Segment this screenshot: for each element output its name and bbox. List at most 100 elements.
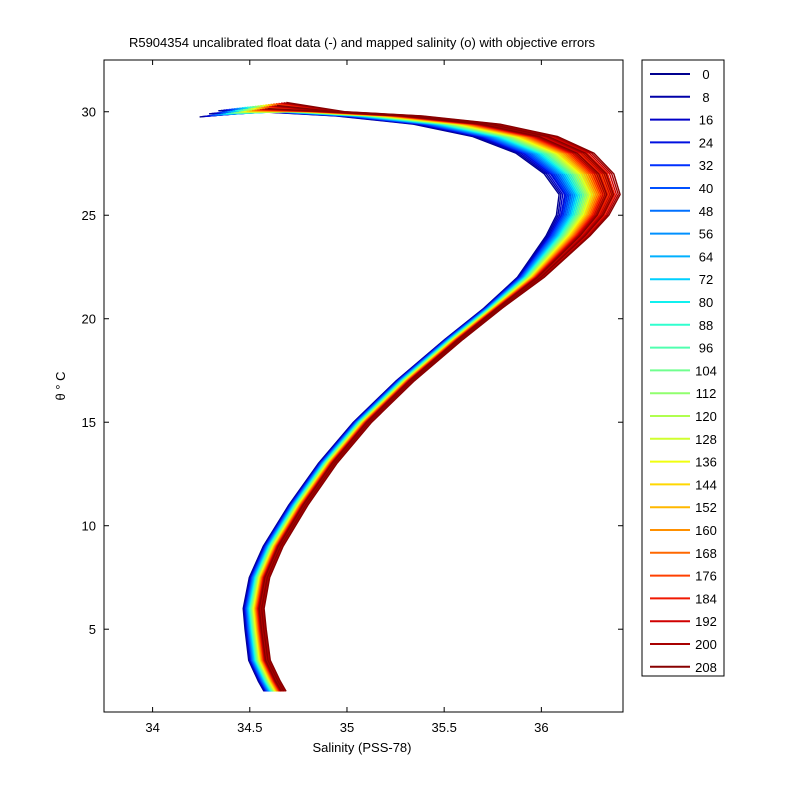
profile-lines bbox=[199, 101, 621, 692]
legend-label-200: 200 bbox=[695, 637, 717, 652]
legend-label-144: 144 bbox=[695, 477, 717, 492]
legend-label-24: 24 bbox=[699, 135, 713, 150]
x-tick-label: 36 bbox=[534, 720, 548, 735]
profile-line-160 bbox=[251, 109, 597, 692]
y-axis-label: θ ° C bbox=[53, 371, 68, 400]
profile-line-96 bbox=[249, 106, 596, 692]
profile-line-104 bbox=[242, 109, 591, 692]
legend-label-8: 8 bbox=[702, 90, 709, 105]
x-tick-label: 35 bbox=[340, 720, 354, 735]
profile-line-88 bbox=[228, 111, 580, 692]
legend-label-48: 48 bbox=[699, 204, 713, 219]
profile-line-56 bbox=[217, 111, 573, 692]
y-tick-label: 10 bbox=[82, 519, 96, 534]
profile-line-88 bbox=[237, 109, 587, 692]
profile-line-40 bbox=[221, 111, 576, 692]
profile-line-80 bbox=[235, 109, 585, 692]
legend: 0 8 16 24 32 40 48 56 64 72 80 88 96 104 112 120 128 136 1… bbox=[641, 59, 725, 677]
legend-label-176: 176 bbox=[695, 569, 717, 584]
profile-line-72 bbox=[241, 107, 590, 692]
plot-area-frame bbox=[103, 59, 624, 713]
y-axis: 5 10 15 20 25 30 bbox=[82, 105, 623, 637]
profile-line-104 bbox=[252, 105, 597, 692]
x-tick-label: 34.5 bbox=[237, 720, 262, 735]
x-axis-label: Salinity (PSS-78) bbox=[313, 740, 412, 755]
x-axis: 34 34.5 35 35.5 36 bbox=[145, 60, 549, 735]
profile-line-208 bbox=[263, 101, 621, 692]
legend-label-104: 104 bbox=[695, 363, 717, 378]
legend-label-136: 136 bbox=[695, 455, 717, 470]
legend-label-16: 16 bbox=[699, 113, 713, 128]
legend-label-192: 192 bbox=[695, 614, 717, 629]
legend-label-184: 184 bbox=[695, 591, 717, 606]
profile-line-80 bbox=[244, 106, 592, 692]
profile-line-136 bbox=[257, 104, 605, 692]
profile-line-184 bbox=[256, 108, 602, 692]
legend-label-96: 96 bbox=[699, 341, 713, 356]
legend-label-152: 152 bbox=[695, 500, 717, 515]
profile-line-128 bbox=[241, 111, 590, 692]
profile-line-24 bbox=[226, 109, 579, 692]
legend-label-64: 64 bbox=[699, 249, 713, 264]
profile-line-176 bbox=[256, 109, 601, 692]
y-tick-label: 15 bbox=[82, 415, 96, 430]
profile-line-192 bbox=[259, 105, 611, 692]
legend-label-80: 80 bbox=[699, 295, 713, 310]
profile-line-0 bbox=[218, 110, 574, 692]
profile-line-8 bbox=[220, 109, 575, 692]
legend-label-128: 128 bbox=[695, 432, 717, 447]
profile-line-56 bbox=[227, 110, 580, 692]
y-tick-label: 25 bbox=[82, 208, 96, 223]
profile-line-136 bbox=[253, 107, 598, 692]
legend-label-40: 40 bbox=[699, 181, 713, 196]
profile-line-184 bbox=[261, 102, 616, 692]
y-tick-label: 20 bbox=[82, 312, 96, 327]
profile-line-120 bbox=[256, 105, 601, 692]
profile-line-64 bbox=[229, 110, 582, 692]
profile-line-64 bbox=[220, 111, 575, 692]
profile-line-48 bbox=[233, 108, 585, 692]
profile-line-152 bbox=[256, 107, 602, 692]
profile-line-56 bbox=[236, 107, 586, 692]
profile-line-112 bbox=[245, 108, 593, 692]
profile-line-16 bbox=[223, 109, 577, 692]
legend-label-208: 208 bbox=[695, 660, 717, 675]
profile-line-72 bbox=[232, 110, 583, 692]
profile-line-208 bbox=[258, 107, 608, 692]
profile-line-160 bbox=[257, 106, 604, 692]
profile-line-168 bbox=[258, 106, 605, 692]
x-tick-label: 35.5 bbox=[432, 720, 457, 735]
profile-line-96 bbox=[240, 109, 589, 692]
legend-box bbox=[641, 59, 725, 677]
profile-line-144 bbox=[258, 104, 607, 692]
profile-line-152 bbox=[249, 110, 595, 692]
legend-label-0: 0 bbox=[702, 67, 709, 82]
profile-line-96 bbox=[230, 111, 582, 692]
profile-line-104 bbox=[233, 111, 584, 692]
profile-line-168 bbox=[254, 109, 599, 692]
legend-label-120: 120 bbox=[695, 409, 717, 424]
profile-line-32 bbox=[219, 111, 574, 692]
profile-line-72 bbox=[223, 111, 577, 692]
profile-line-184 bbox=[259, 105, 609, 692]
profile-line-88 bbox=[247, 106, 594, 692]
profile-line-136 bbox=[244, 110, 591, 692]
profile-line-40 bbox=[231, 108, 583, 692]
profile-line-176 bbox=[258, 106, 607, 692]
legend-label-32: 32 bbox=[699, 158, 713, 173]
legend-label-72: 72 bbox=[699, 272, 713, 287]
profile-line-32 bbox=[228, 108, 581, 692]
profile-line-112 bbox=[236, 111, 586, 692]
y-tick-label: 5 bbox=[89, 622, 96, 637]
profile-line-208 bbox=[261, 104, 615, 692]
profile-line-80 bbox=[225, 111, 579, 692]
profile-line-200 bbox=[258, 108, 606, 692]
chart-title: R5904354 uncalibrated float data (-) and… bbox=[129, 35, 596, 50]
profile-line-120 bbox=[238, 111, 588, 692]
profile-line-128 bbox=[250, 108, 596, 692]
profile-line-48 bbox=[224, 111, 578, 692]
profile-line-112 bbox=[254, 105, 599, 692]
profile-line-144 bbox=[246, 110, 593, 692]
legend-label-88: 88 bbox=[699, 318, 713, 333]
